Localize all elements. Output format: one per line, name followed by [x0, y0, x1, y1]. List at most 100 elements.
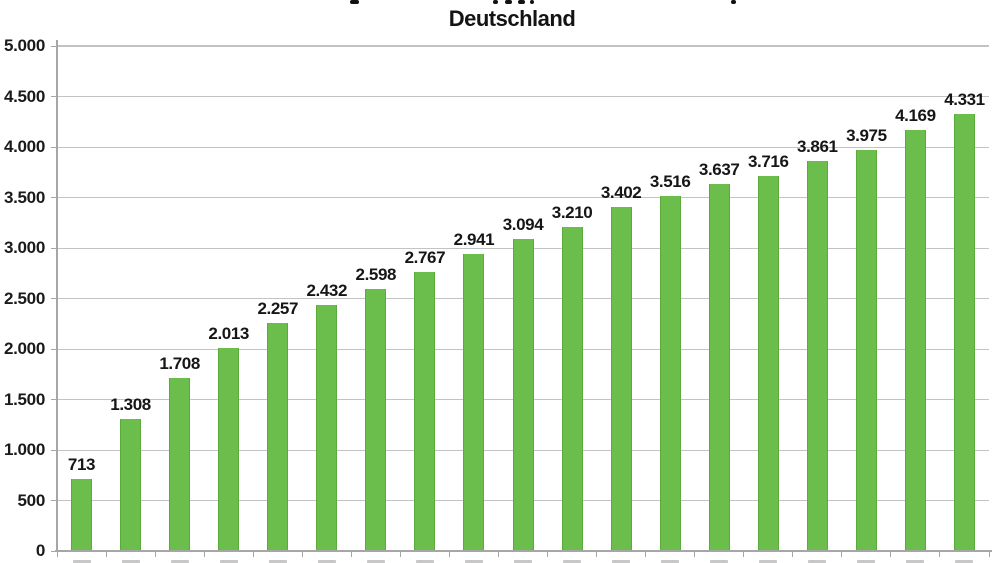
clipped-text-fragment	[493, 0, 498, 4]
x-axis-label-clipped	[72, 560, 91, 563]
y-axis-label: 3.000	[3, 238, 45, 257]
x-axis-tick	[203, 552, 205, 557]
y-axis-label: 3.500	[3, 187, 45, 207]
x-axis-tick	[547, 552, 549, 557]
x-axis-tick	[841, 552, 843, 557]
y-axis-tick	[51, 247, 57, 249]
bar-value-label: 2.013	[208, 323, 249, 343]
x-axis-tick	[350, 552, 352, 557]
gridline	[57, 45, 989, 47]
y-axis-tick	[51, 348, 57, 350]
y-axis-tick	[51, 298, 57, 299]
y-axis-label: 1.500	[3, 389, 45, 409]
y-axis-label: 0	[35, 541, 45, 560]
bar	[708, 183, 730, 551]
x-axis-tick	[694, 552, 696, 557]
y-axis-label: 2.500	[3, 288, 45, 308]
bar-value-label: 2.598	[355, 264, 397, 284]
bar-value-label: 2.257	[257, 299, 298, 319]
bar-value-label: 2.941	[453, 229, 495, 249]
title-line-clipped	[0, 0, 1000, 5]
x-axis-tick	[154, 552, 156, 557]
bar	[610, 207, 632, 551]
y-axis-tick	[51, 146, 57, 148]
bar-value-label: 3.975	[846, 125, 887, 145]
x-axis-tick	[252, 552, 254, 557]
y-axis-tick	[51, 500, 57, 501]
x-axis-label-clipped	[661, 560, 680, 563]
x-axis-tick	[792, 552, 794, 557]
bar-value-label: 1.708	[159, 354, 200, 374]
bar-value-label: 2.432	[306, 281, 348, 301]
x-axis-label-clipped	[808, 560, 827, 563]
bar	[561, 226, 583, 551]
x-axis-tick	[448, 552, 450, 557]
bar	[316, 305, 338, 551]
y-axis-line	[56, 40, 58, 552]
bar-value-label: 713	[67, 454, 96, 474]
bar-value-label: 3.210	[551, 202, 593, 222]
gridline	[57, 197, 989, 198]
y-axis-label: 4.500	[3, 86, 45, 106]
y-axis-label: 5.000	[3, 36, 45, 55]
x-axis-tick	[596, 552, 598, 557]
y-axis-tick	[51, 45, 57, 47]
bar	[806, 161, 828, 551]
x-axis-label-clipped	[710, 560, 729, 563]
bar	[855, 149, 877, 551]
bar-value-label: 3.861	[797, 137, 838, 157]
x-axis-label-clipped	[514, 560, 532, 563]
bar	[904, 129, 926, 551]
bar-value-label: 3.637	[698, 159, 740, 179]
x-axis-tick	[56, 552, 58, 557]
bar-value-label: 3.516	[649, 171, 691, 191]
y-axis-label: 500	[17, 490, 46, 510]
x-axis-label-clipped	[317, 560, 336, 563]
x-axis-label-clipped	[268, 560, 287, 563]
x-axis-label-clipped	[464, 560, 483, 563]
bar-value-label: 3.094	[502, 214, 544, 234]
x-axis-label-clipped	[612, 560, 631, 563]
bar-value-label: 4.169	[895, 105, 936, 125]
x-axis-tick	[105, 552, 107, 557]
gridline	[57, 96, 989, 97]
x-axis-tick	[988, 552, 990, 557]
bar	[169, 378, 191, 551]
clipped-text-fragment	[350, 0, 359, 4]
y-axis-label: 2.000	[3, 339, 45, 358]
chart-title: Deutschland	[448, 6, 576, 31]
x-axis-tick	[497, 552, 499, 557]
x-axis-label-clipped	[366, 560, 385, 563]
bar-value-label: 1.308	[110, 394, 151, 414]
clipped-text-fragment	[518, 0, 525, 4]
bar	[267, 323, 289, 551]
bar	[512, 238, 534, 551]
x-axis-label-clipped	[219, 560, 238, 563]
bar-value-label: 4.331	[944, 89, 985, 109]
bar-value-label: 2.767	[404, 247, 446, 267]
gridline	[57, 146, 989, 148]
y-axis-tick	[51, 449, 57, 451]
x-axis-label-clipped	[563, 560, 582, 563]
bar	[218, 347, 240, 551]
y-axis-tick	[51, 550, 57, 552]
y-axis-tick	[51, 197, 57, 198]
bar	[953, 113, 975, 551]
x-axis-line	[55, 550, 992, 552]
y-axis-label: 1.000	[3, 440, 45, 459]
x-axis-label-clipped	[170, 560, 189, 563]
clipped-text-fragment	[530, 0, 534, 4]
bar	[659, 195, 681, 551]
x-axis-label-clipped	[415, 560, 434, 563]
x-axis-tick	[399, 552, 401, 557]
x-axis-label-clipped	[759, 560, 778, 563]
x-axis-tick	[939, 552, 941, 557]
bar	[365, 288, 387, 551]
x-axis-label-clipped	[955, 560, 974, 563]
x-axis-tick	[301, 552, 303, 557]
x-axis-label-clipped	[121, 560, 140, 563]
y-axis-tick	[51, 399, 57, 400]
bar	[757, 175, 779, 551]
